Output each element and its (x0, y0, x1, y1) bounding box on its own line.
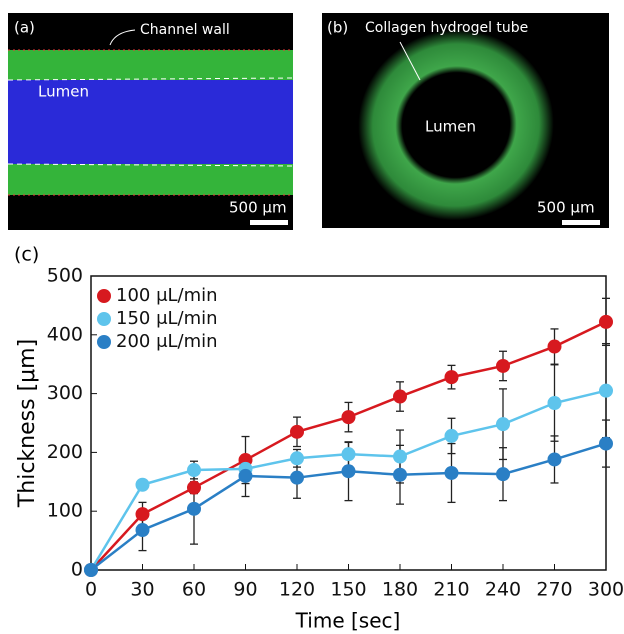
annotation: Channel wall (140, 22, 230, 38)
x-tick-label: 60 (182, 579, 206, 601)
y-tick-label: 300 (47, 382, 83, 404)
data-point (290, 425, 304, 439)
scale-bar-label: 500 μm (229, 199, 287, 217)
x-tick-label: 0 (85, 579, 97, 601)
data-point (445, 429, 459, 443)
data-point (187, 481, 201, 495)
panel-label: (a) (14, 19, 35, 37)
data-point (548, 452, 562, 466)
legend-label: 200 μL/min (116, 331, 218, 352)
panel-label: (c) (14, 244, 39, 266)
data-point (393, 450, 407, 464)
data-point (187, 463, 201, 477)
data-point (342, 447, 356, 461)
data-point (599, 384, 613, 398)
data-point (136, 478, 150, 492)
y-tick-label: 200 (47, 441, 83, 463)
x-tick-label: 120 (279, 579, 315, 601)
data-point (187, 502, 201, 516)
annotation: Collagen hydrogel tube (365, 20, 528, 36)
data-point (445, 466, 459, 480)
data-point (136, 523, 150, 537)
y-axis-title: Thickness [μm] (15, 339, 40, 508)
x-tick-label: 150 (330, 579, 366, 601)
data-point (290, 451, 304, 465)
x-axis-title: Time [sec] (295, 609, 401, 633)
data-point (496, 467, 510, 481)
data-point (136, 507, 150, 521)
region-label: Lumen (425, 118, 476, 136)
scale-bar-label: 500 μm (537, 199, 595, 217)
scale-bar (250, 220, 288, 225)
x-tick-label: 90 (233, 579, 257, 601)
data-point (548, 340, 562, 354)
data-point (599, 437, 613, 451)
x-tick-label: 300 (588, 579, 624, 601)
legend-label: 100 μL/min (116, 285, 218, 306)
data-point (445, 370, 459, 384)
panel-b: (b) Collagen hydrogel tube Lumen 500 μm (322, 8, 609, 242)
data-point (393, 390, 407, 404)
legend-marker (97, 312, 111, 326)
x-tick-label: 240 (485, 579, 521, 601)
x-tick-label: 270 (536, 579, 572, 601)
panel-a: (a) Channel wall Lumen 500 μm (8, 13, 293, 230)
figure: (a) Channel wall Lumen 500 μm (b) Collag… (0, 0, 624, 634)
y-tick-label: 0 (71, 559, 83, 581)
x-tick-label: 30 (130, 579, 154, 601)
channel-wall (8, 164, 293, 195)
data-point (548, 396, 562, 410)
data-point (84, 563, 98, 577)
y-tick-label: 400 (47, 323, 83, 345)
data-point (496, 417, 510, 431)
legend-label: 150 μL/min (116, 308, 218, 329)
y-tick-label: 100 (47, 500, 83, 522)
panel-label: (b) (327, 19, 348, 37)
legend-marker (97, 289, 111, 303)
x-tick-label: 180 (382, 579, 418, 601)
x-tick-label: 210 (433, 579, 469, 601)
region-label: Lumen (38, 83, 89, 101)
data-point (290, 471, 304, 485)
legend-marker (97, 335, 111, 349)
y-tick-label: 500 (47, 265, 83, 287)
data-point (239, 469, 253, 483)
data-point (496, 359, 510, 373)
data-point (342, 464, 356, 478)
channel-wall (8, 50, 293, 80)
data-point (342, 410, 356, 424)
data-point (599, 315, 613, 329)
data-point (393, 468, 407, 482)
scale-bar (562, 220, 600, 225)
